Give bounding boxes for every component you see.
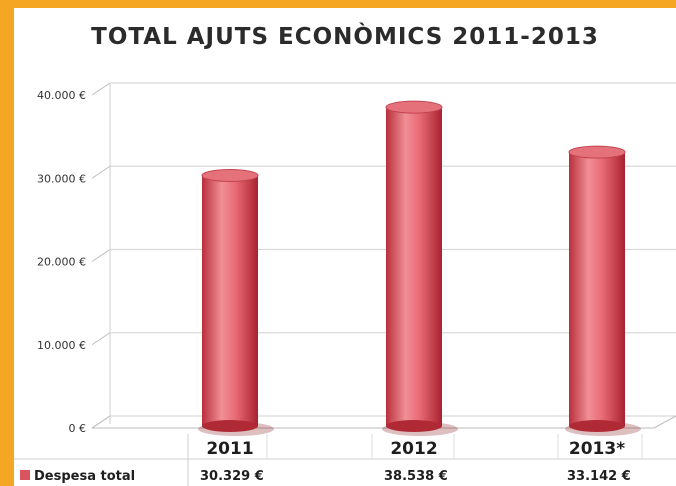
bar-base (202, 420, 258, 432)
data-table-value: 38.538 € (384, 469, 448, 484)
legend-label: Despesa total (34, 469, 135, 484)
y-tick-label: 10.000 € (37, 339, 86, 352)
bar-body (569, 152, 625, 427)
y-tick-label: 20.000 € (37, 256, 86, 269)
gridline-depth-2 (91, 249, 111, 262)
bar-body (202, 175, 258, 426)
data-table-value: 30.329 € (200, 469, 264, 484)
chart-frame: TOTAL AJUTS ECONÒMICS 2011-2013 0 € 10.00… (14, 8, 676, 486)
floor-edge (91, 415, 111, 429)
gridline-depth-1 (91, 332, 111, 346)
data-table-value: 33.142 € (567, 469, 631, 484)
chart-canvas: 0 € 10.000 € 20.000 € 30.000 € 40.000 € 2011 3… (14, 82, 676, 486)
gridline-depth-3 (91, 165, 111, 179)
y-tick-label: 0 € (69, 422, 87, 435)
y-tick-label: 40.000 € (37, 89, 86, 102)
chart-title: TOTAL AJUTS ECONÒMICS 2011-2013 (91, 24, 599, 50)
bar-base (569, 420, 625, 432)
floor-right (653, 415, 676, 429)
x-category-label: 2013* (569, 439, 625, 459)
x-category-label: 2011 (206, 439, 253, 459)
legend-swatch (20, 470, 30, 480)
bar-top (568, 145, 626, 159)
gridline-depth-4 (91, 82, 111, 96)
bar-base (386, 420, 442, 432)
bar-top (385, 100, 443, 114)
y-tick-label: 30.000 € (37, 172, 86, 185)
bar-top (201, 169, 259, 183)
bar-body (386, 107, 442, 427)
x-category-label: 2012 (390, 439, 437, 459)
